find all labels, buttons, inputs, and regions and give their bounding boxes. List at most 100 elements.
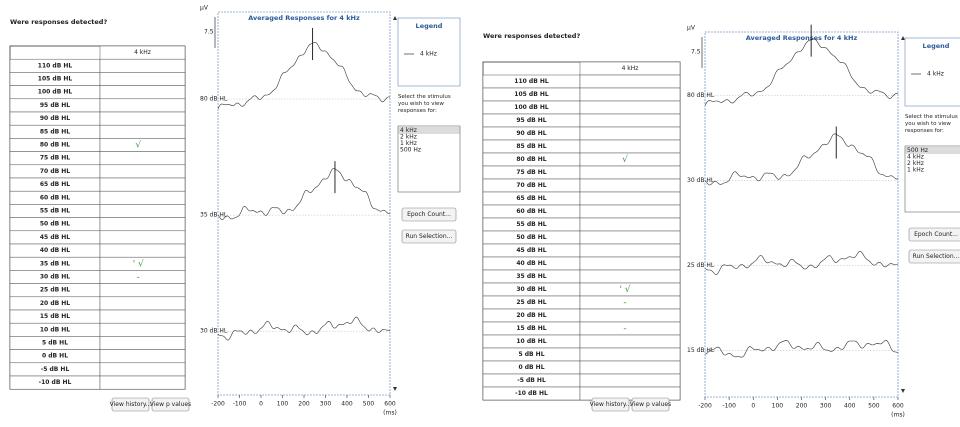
level-label: 20 dB HL (516, 312, 546, 319)
response-cell[interactable] (579, 230, 681, 245)
stimulus-option[interactable]: 2 kHz (400, 134, 417, 141)
waveform (704, 339, 899, 358)
y-unit: µV (200, 5, 209, 12)
level-label: 95 dB HL (516, 117, 546, 124)
response-cell[interactable] (579, 334, 681, 349)
x-tick-label: 500 (868, 403, 880, 410)
response-cell[interactable] (579, 295, 681, 310)
response-cell[interactable] (579, 321, 681, 336)
response-cell[interactable] (99, 124, 186, 139)
response-cell[interactable] (579, 360, 681, 375)
response-cell[interactable] (99, 270, 186, 284)
response-cell[interactable] (579, 204, 681, 219)
level-label: 40 dB HL (516, 260, 546, 267)
response-cell[interactable] (99, 322, 186, 337)
button[interactable] (111, 397, 150, 412)
scroll-down[interactable] (393, 387, 397, 391)
level-label: 35 dB HL (516, 273, 546, 280)
level-label: 75 dB HL (40, 155, 70, 162)
trace-label: 35 dB HL (200, 212, 228, 219)
trace-label: 25 dB HL (687, 262, 715, 269)
response-cell[interactable] (99, 85, 186, 100)
response-cell[interactable] (579, 87, 681, 102)
response-cell[interactable] (579, 243, 681, 258)
response-cell[interactable] (579, 126, 681, 141)
response-cell[interactable] (99, 164, 186, 179)
response-cell[interactable] (99, 230, 186, 245)
level-label: 70 dB HL (516, 182, 546, 189)
response-cell[interactable] (99, 151, 186, 166)
response-cell[interactable] (579, 165, 681, 180)
stimulus-option[interactable]: 500 Hz (907, 147, 928, 154)
response-cell[interactable] (99, 217, 186, 232)
response-cell[interactable] (579, 347, 681, 362)
level-label: 90 dB HL (516, 130, 546, 137)
button[interactable] (908, 227, 960, 242)
response-cell[interactable] (99, 138, 186, 152)
response-cell[interactable] (579, 113, 681, 128)
stimulus-option[interactable]: 4 kHz (907, 154, 924, 161)
response-cell[interactable] (99, 177, 186, 192)
stimulus-list[interactable] (904, 145, 960, 213)
response-cell[interactable] (99, 296, 186, 311)
response-cell[interactable] (99, 375, 186, 390)
scroll-up[interactable] (393, 16, 397, 20)
button[interactable] (631, 397, 670, 412)
response-cell[interactable] (99, 111, 186, 126)
x-tick-label: 200 (298, 401, 310, 408)
level-label: 15 dB HL (516, 325, 546, 332)
response-cell[interactable] (579, 100, 681, 115)
response-cell[interactable] (99, 72, 186, 86)
response-cell[interactable] (99, 98, 186, 113)
level-label: 70 dB HL (40, 168, 70, 175)
response-cell[interactable] (579, 178, 681, 193)
button[interactable] (591, 397, 630, 412)
stimulus-option[interactable]: 1 kHz (400, 140, 417, 147)
response-cell[interactable] (99, 362, 186, 377)
response-cell[interactable] (99, 336, 186, 350)
stimulus-option[interactable]: 1 kHz (907, 167, 924, 174)
level-label: 25 dB HL (40, 287, 70, 294)
list-selection (398, 127, 460, 134)
button[interactable] (401, 229, 457, 244)
scroll-up[interactable] (901, 36, 905, 40)
response-cell[interactable] (99, 283, 186, 298)
response-cell[interactable] (579, 139, 681, 154)
level-label: -5 dB HL (517, 377, 546, 384)
response-cell[interactable] (99, 243, 186, 258)
response-cell[interactable] (579, 191, 681, 206)
response-cell[interactable] (579, 256, 681, 271)
level-label: 50 dB HL (516, 234, 546, 241)
stimulus-list[interactable] (397, 125, 461, 193)
level-label: 100 dB HL (514, 104, 549, 111)
button[interactable] (151, 397, 190, 412)
response-cell[interactable] (99, 190, 186, 205)
response-cell[interactable] (99, 309, 186, 324)
button-label: Epoch Count... (407, 211, 451, 218)
response-cell[interactable] (579, 152, 681, 167)
level-label: 90 dB HL (40, 115, 70, 122)
response-cell[interactable] (579, 74, 681, 89)
x-tick-label: 0 (259, 401, 263, 408)
response-cell[interactable] (579, 217, 681, 232)
button[interactable] (908, 249, 960, 264)
button[interactable] (401, 207, 457, 222)
stimulus-option[interactable]: 2 kHz (907, 160, 924, 167)
response-cell[interactable] (579, 269, 681, 284)
response-mark: - (623, 324, 626, 334)
response-cell[interactable] (579, 308, 681, 323)
response-cell[interactable] (99, 204, 186, 218)
response-cell[interactable] (579, 373, 681, 388)
scroll-down[interactable] (901, 389, 905, 393)
response-cell[interactable] (99, 349, 186, 364)
stimulus-option[interactable]: 4 kHz (400, 127, 417, 134)
button-label: View history... (590, 401, 632, 408)
trace-label: 80 dB HL (687, 92, 715, 99)
level-label: 105 dB HL (514, 91, 549, 98)
level-label: 5 dB HL (518, 351, 544, 358)
level-label: -5 dB HL (41, 366, 70, 373)
response-cell[interactable] (99, 58, 186, 73)
response-cell[interactable] (579, 386, 681, 401)
waveform (704, 250, 899, 275)
stimulus-option[interactable]: 500 Hz (400, 147, 421, 154)
